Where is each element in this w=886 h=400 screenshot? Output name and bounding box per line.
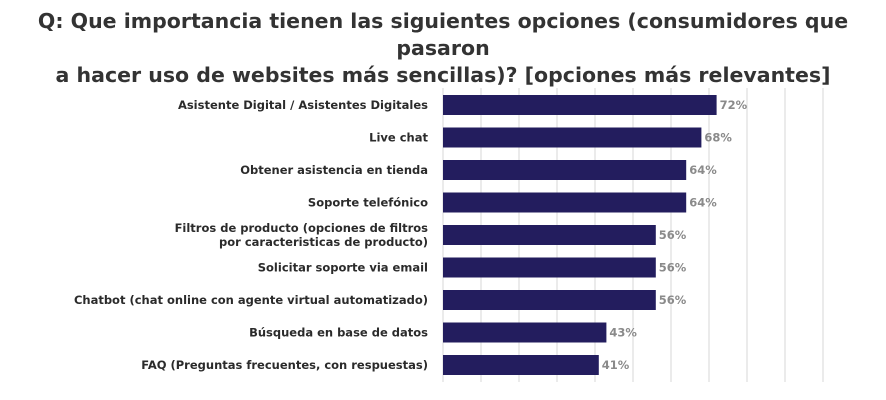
category-label: Chatbot (chat online con agente virtual … <box>74 293 428 307</box>
bar <box>443 257 656 278</box>
bar <box>443 322 607 343</box>
category-label: Búsqueda en base de datos <box>249 326 428 340</box>
bar-row-2: 68% Live chat <box>369 127 732 148</box>
bar <box>443 290 656 310</box>
bar-row-7: 56% Chatbot (chat online con agente virtu… <box>74 290 687 310</box>
value-label: 68% <box>704 131 732 145</box>
category-label: Solicitar soporte via email <box>258 261 428 275</box>
category-label: Soporte telefónico <box>308 196 428 210</box>
value-label: 56% <box>659 228 687 242</box>
bar-row-8: 43% Búsqueda en base de datos <box>249 322 637 343</box>
bar <box>443 95 717 115</box>
bar <box>443 192 687 213</box>
bar-row-3: 64% Obtener asistencia en tienda <box>240 160 717 180</box>
bar-row-5: 56% Filtros de producto (opciones de filt… <box>175 221 687 249</box>
value-label: 56% <box>659 293 687 307</box>
value-label: 64% <box>689 163 717 177</box>
value-label: 72% <box>720 98 748 112</box>
bar <box>443 160 687 180</box>
bar-row-4: 64% Soporte telefónico <box>308 192 717 213</box>
chart-title: Q: Que importancia tienen las siguientes… <box>0 8 886 89</box>
bar-row-1: 72% Asistente Digital / Asistentes Digita… <box>178 95 748 115</box>
bar <box>443 127 702 148</box>
category-label: Filtros de producto (opciones de filtros <box>175 221 429 235</box>
bar <box>443 355 599 375</box>
category-label: Asistente Digital / Asistentes Digitales <box>178 98 428 112</box>
value-label: 56% <box>659 261 687 275</box>
bar-row-6: 56% Solicitar soporte via email <box>258 257 687 278</box>
value-label: 41% <box>602 358 630 372</box>
category-label: Obtener asistencia en tienda <box>240 163 428 177</box>
value-label: 64% <box>689 196 717 210</box>
chart-title-line-1: Q: Que importancia tienen las siguientes… <box>37 9 849 60</box>
category-label: Live chat <box>369 131 428 145</box>
bar-row-9: 41% FAQ (Preguntas frecuentes, con respue… <box>141 355 630 375</box>
category-label: FAQ (Preguntas frecuentes, con respuesta… <box>141 358 428 372</box>
chart-title-line-2: a hacer uso de websites más sencillas)? … <box>55 63 831 87</box>
category-label: por caracteristicas de producto) <box>219 235 428 249</box>
bar <box>443 225 656 245</box>
value-label: 43% <box>609 326 637 340</box>
